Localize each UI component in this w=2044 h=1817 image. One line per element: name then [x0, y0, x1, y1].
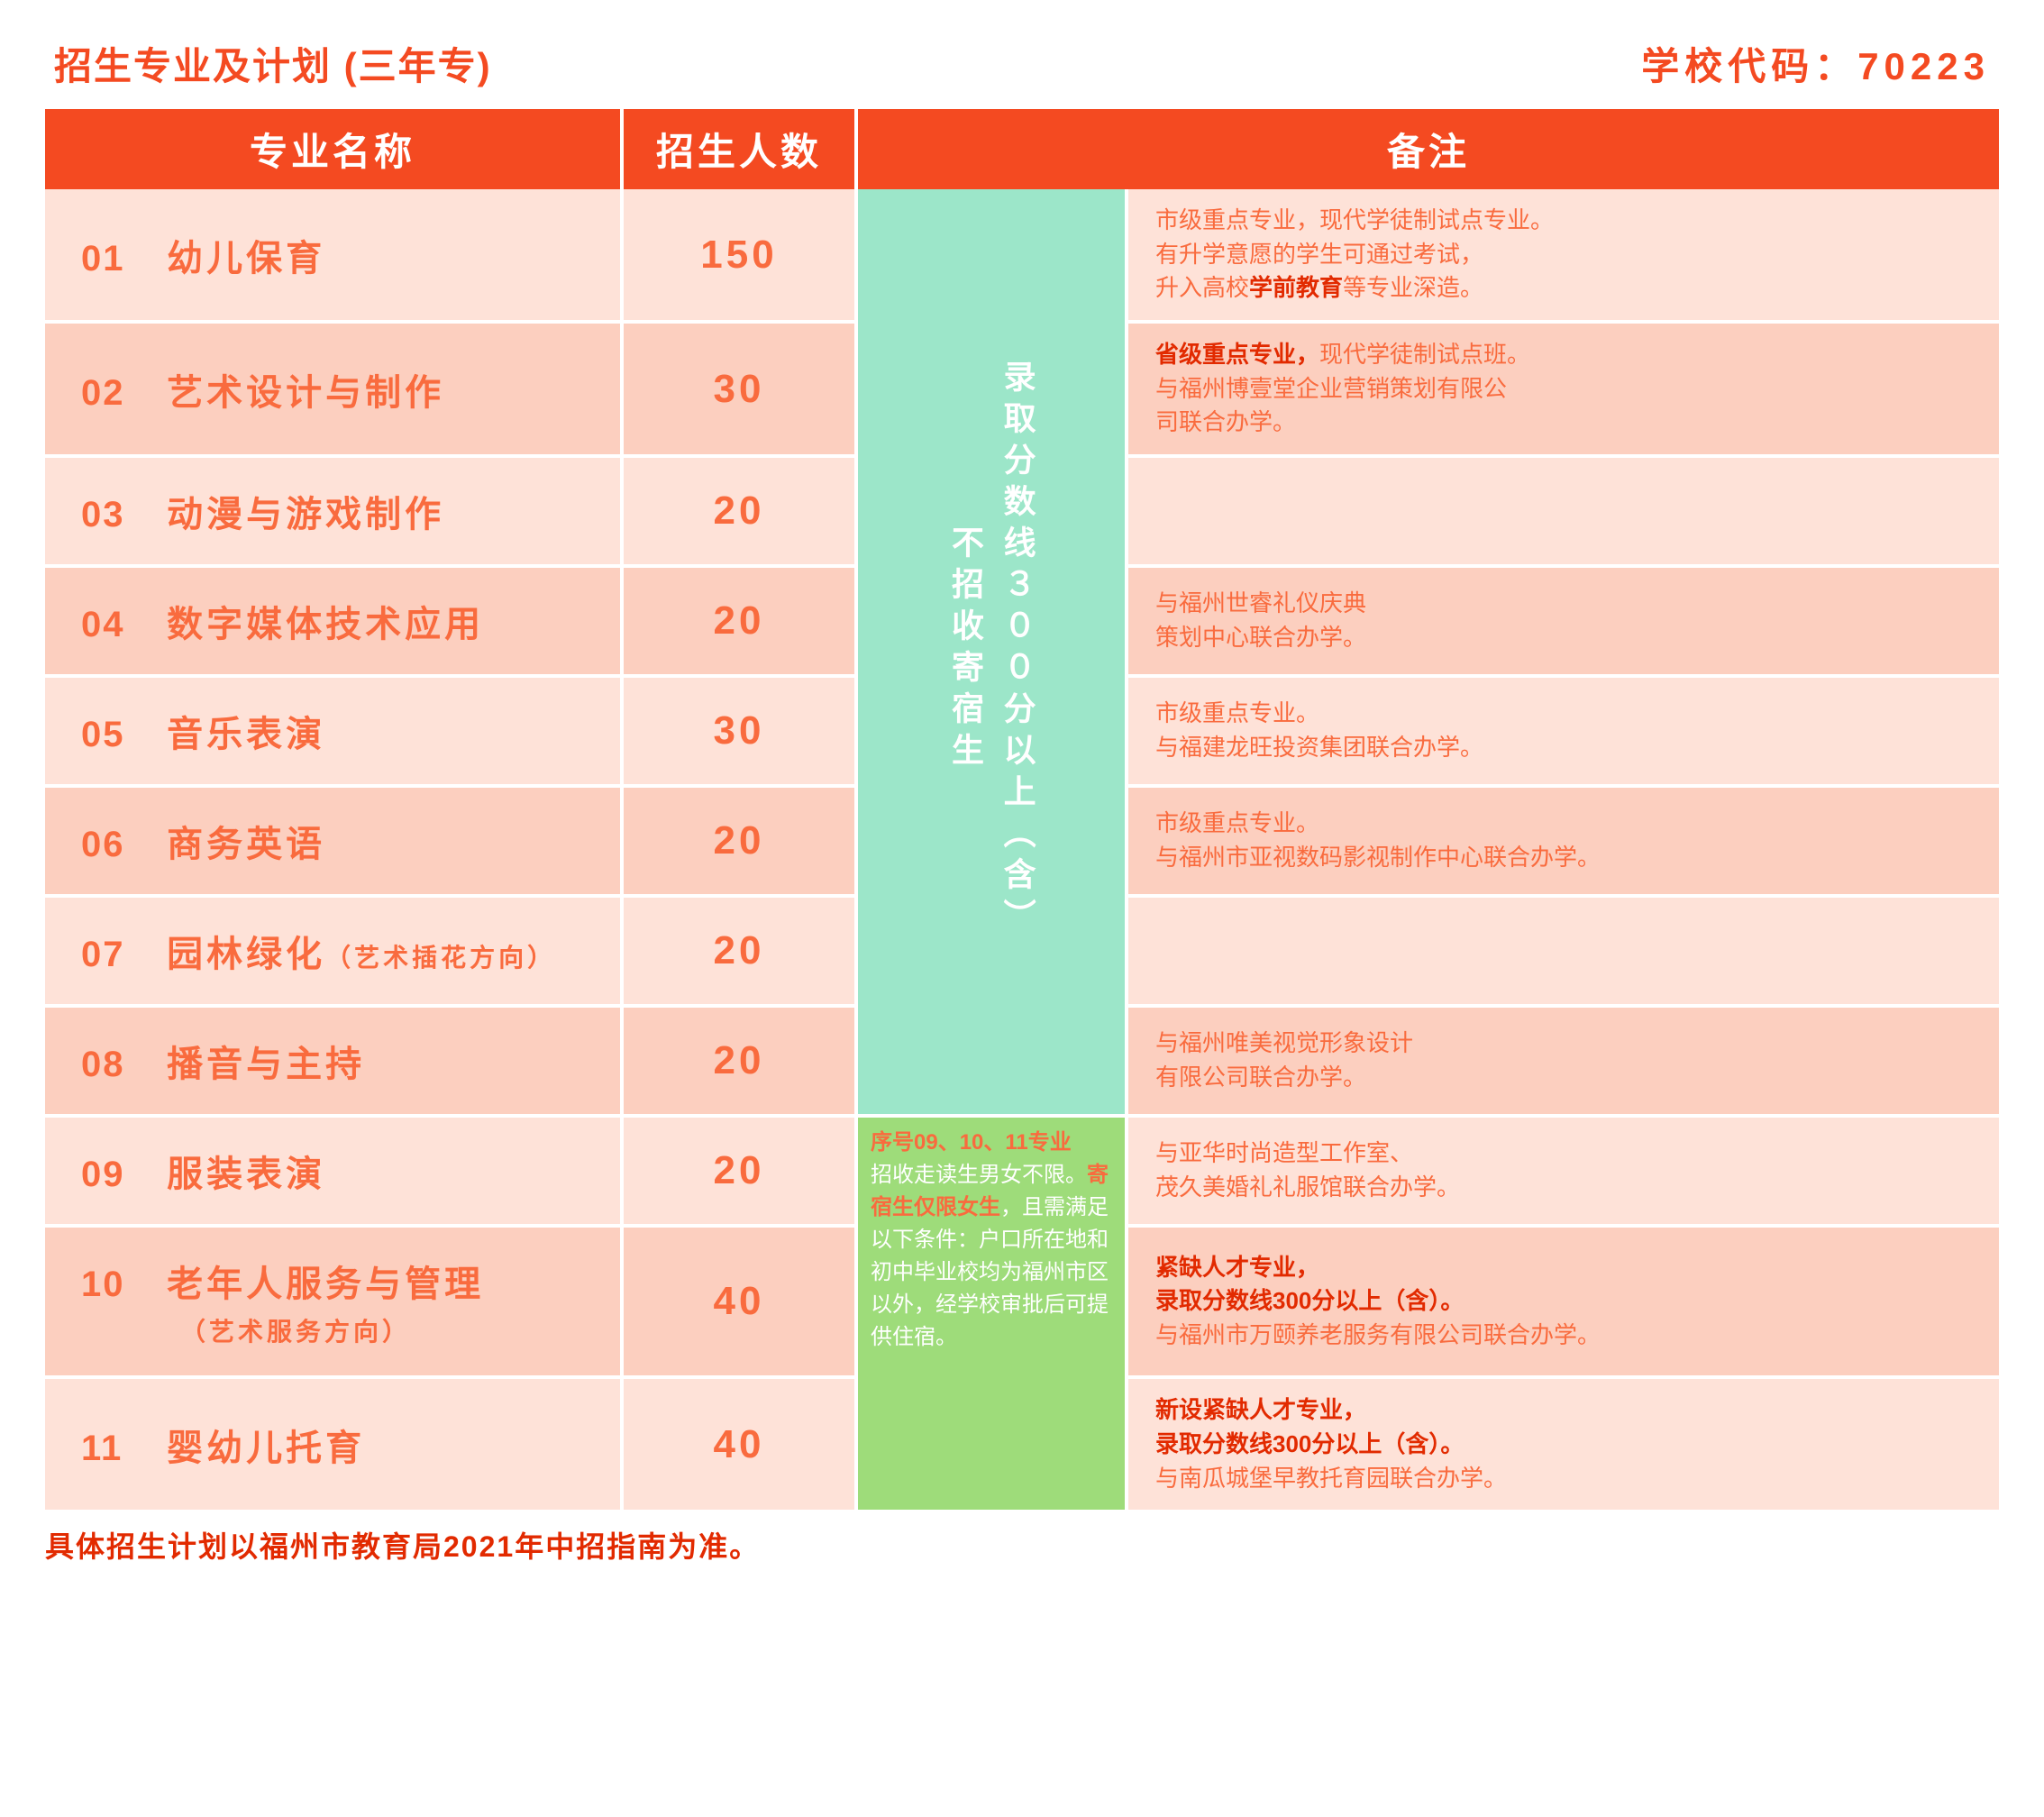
- count-cell: 150: [622, 189, 856, 322]
- table-row: 01 幼儿保育150录取分数线３００分以上（含）不招收寄宿生市级重点专业，现代学…: [45, 189, 1999, 322]
- note-cell: 紧缺人才专业，录取分数线300分以上（含）。与福州市万颐养老服务有限公司联合办学…: [1127, 1226, 1999, 1377]
- table-header-row: 专业名称 招生人数 备注: [45, 109, 1999, 189]
- title-bar: 招生专业及计划 (三年专) 学校代码：70223: [45, 36, 1999, 91]
- major-cell: 01 幼儿保育: [45, 189, 622, 322]
- enrollment-table: 专业名称 招生人数 备注 01 幼儿保育150录取分数线３００分以上（含）不招收…: [45, 109, 1999, 1513]
- admission-condition-mint: 录取分数线３００分以上（含）不招收寄宿生: [856, 189, 1127, 1116]
- note-cell: 省级重点专业，现代学徒制试点班。与福州博壹堂企业营销策划有限公司联合办学。: [1127, 322, 1999, 456]
- col-header-count: 招生人数: [622, 109, 856, 189]
- major-cell: 05 音乐表演: [45, 676, 622, 786]
- count-cell: 40: [622, 1377, 856, 1511]
- count-cell: 20: [622, 456, 856, 566]
- count-cell: 20: [622, 566, 856, 676]
- count-cell: 20: [622, 1006, 856, 1116]
- count-cell: 30: [622, 676, 856, 786]
- col-header-note: 备注: [856, 109, 1999, 189]
- major-cell: 02 艺术设计与制作: [45, 322, 622, 456]
- note-cell: 与福州唯美视觉形象设计有限公司联合办学。: [1127, 1006, 1999, 1116]
- note-cell: 与亚华时尚造型工作室、茂久美婚礼礼服馆联合办学。: [1127, 1116, 1999, 1226]
- school-code: 学校代码：70223: [1641, 36, 1990, 91]
- footer-note: 具体招生计划以福州市教育局2021年中招指南为准。: [45, 1524, 1999, 1566]
- note-cell: 市级重点专业，现代学徒制试点专业。有升学意愿的学生可通过考试，升入高校学前教育等…: [1127, 189, 1999, 322]
- major-cell: 10 老年人服务与管理（艺术服务方向）: [45, 1226, 622, 1377]
- table-row: 09 服装表演20序号09、10、11专业招收走读生男女不限。寄宿生仅限女生，且…: [45, 1116, 1999, 1226]
- note-cell: 市级重点专业。与福建龙旺投资集团联合办学。: [1127, 676, 1999, 786]
- note-cell: [1127, 456, 1999, 566]
- note-cell: [1127, 896, 1999, 1006]
- count-cell: 30: [622, 322, 856, 456]
- major-cell: 06 商务英语: [45, 786, 622, 896]
- col-header-major: 专业名称: [45, 109, 622, 189]
- count-cell: 20: [622, 896, 856, 1006]
- page-title: 招生专业及计划 (三年专): [54, 36, 492, 91]
- major-cell: 11 婴幼儿托育: [45, 1377, 622, 1511]
- count-cell: 20: [622, 786, 856, 896]
- note-cell: 市级重点专业。与福州市亚视数码影视制作中心联合办学。: [1127, 786, 1999, 896]
- major-cell: 09 服装表演: [45, 1116, 622, 1226]
- major-cell: 04 数字媒体技术应用: [45, 566, 622, 676]
- admission-condition-green: 序号09、10、11专业招收走读生男女不限。寄宿生仅限女生，且需满足以下条件：户…: [856, 1116, 1127, 1511]
- note-cell: 新设紧缺人才专业，录取分数线300分以上（含）。与南瓜城堡早教托育园联合办学。: [1127, 1377, 1999, 1511]
- major-cell: 03 动漫与游戏制作: [45, 456, 622, 566]
- major-cell: 07 园林绿化（艺术插花方向）: [45, 896, 622, 1006]
- count-cell: 40: [622, 1226, 856, 1377]
- note-cell: 与福州世睿礼仪庆典策划中心联合办学。: [1127, 566, 1999, 676]
- major-cell: 08 播音与主持: [45, 1006, 622, 1116]
- count-cell: 20: [622, 1116, 856, 1226]
